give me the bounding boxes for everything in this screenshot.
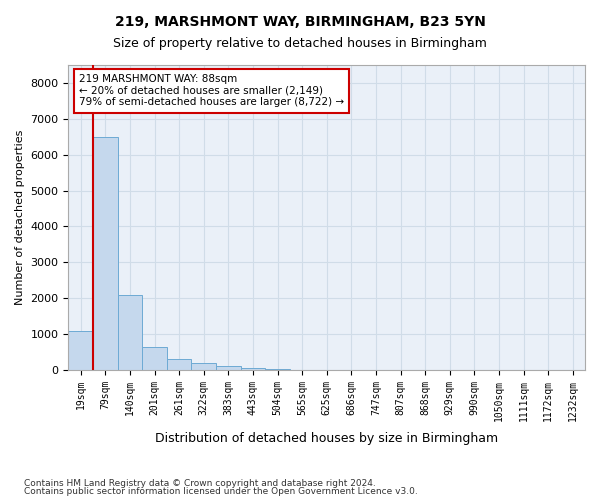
Bar [265,369,290,370]
Bar [93,137,118,370]
X-axis label: Distribution of detached houses by size in Birmingham: Distribution of detached houses by size … [155,432,498,445]
Bar [241,368,265,370]
Bar [118,294,142,370]
Bar [191,363,216,370]
Text: Contains HM Land Registry data © Crown copyright and database right 2024.: Contains HM Land Registry data © Crown c… [24,478,376,488]
Text: Contains public sector information licensed under the Open Government Licence v3: Contains public sector information licen… [24,487,418,496]
Y-axis label: Number of detached properties: Number of detached properties [15,130,25,305]
Bar [167,360,191,370]
Bar [68,330,93,370]
Text: Size of property relative to detached houses in Birmingham: Size of property relative to detached ho… [113,38,487,51]
Bar [216,366,241,370]
Text: 219 MARSHMONT WAY: 88sqm
← 20% of detached houses are smaller (2,149)
79% of sem: 219 MARSHMONT WAY: 88sqm ← 20% of detach… [79,74,344,108]
Text: 219, MARSHMONT WAY, BIRMINGHAM, B23 5YN: 219, MARSHMONT WAY, BIRMINGHAM, B23 5YN [115,15,485,29]
Bar [142,346,167,370]
